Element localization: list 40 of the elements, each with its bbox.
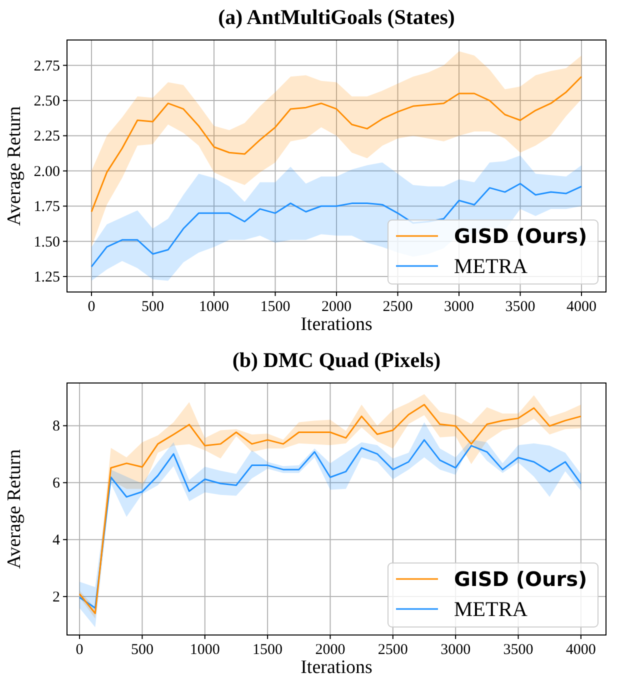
x-tick-label: 3000 <box>444 299 474 315</box>
x-tick-label: 500 <box>142 299 164 315</box>
y-axis-title: Average Return <box>4 106 25 226</box>
chart-title: (a) AntMultiGoals (States) <box>218 5 455 29</box>
y-axis-title: Average Return <box>4 448 25 569</box>
legend-label: GISD (Ours) <box>454 567 588 591</box>
x-tick-label: 1500 <box>260 299 290 315</box>
y-tick-label: 2.50 <box>34 94 60 110</box>
x-axis-title: Iterations <box>300 314 372 335</box>
legend-label: METRA <box>454 254 528 278</box>
y-tick-label: 8 <box>52 418 60 435</box>
y-tick-label: 1.50 <box>34 234 60 250</box>
x-tick-label: 3500 <box>503 642 534 658</box>
y-tick-label: 1.25 <box>34 270 60 286</box>
x-tick-label: 2500 <box>382 299 413 315</box>
x-tick-label: 2000 <box>315 642 346 658</box>
x-tick-label: 4000 <box>566 642 596 658</box>
x-tick-label: 3500 <box>505 299 536 315</box>
legend-label: GISD (Ours) <box>454 224 588 248</box>
line-series <box>90 76 582 213</box>
x-tick-label: 1000 <box>190 642 220 658</box>
x-tick-label: 0 <box>88 299 96 315</box>
y-tick-label: 2.00 <box>34 164 60 180</box>
y-tick-label: 2 <box>52 590 60 606</box>
x-tick-label: 500 <box>130 642 154 658</box>
x-tick-label: 1500 <box>252 642 283 658</box>
x-tick-label: 0 <box>76 642 84 658</box>
x-tick-label: 3000 <box>440 642 471 658</box>
x-tick-label: 4000 <box>566 299 596 315</box>
y-tick-label: 6 <box>52 476 60 492</box>
x-axis-title: Iterations <box>300 657 372 678</box>
x-tick-label: 2000 <box>322 299 352 315</box>
y-tick-label: 2.75 <box>34 58 60 74</box>
chart-title: (b) DMC Quad (Pixels) <box>232 348 441 372</box>
x-tick-label: 2500 <box>378 642 408 658</box>
x-tick-label: 1000 <box>199 299 229 315</box>
y-tick-label: 2.25 <box>34 128 60 145</box>
y-tick-label: 1.75 <box>34 199 60 216</box>
y-tick-label: 4 <box>52 532 60 549</box>
legend-label: METRA <box>454 597 528 621</box>
